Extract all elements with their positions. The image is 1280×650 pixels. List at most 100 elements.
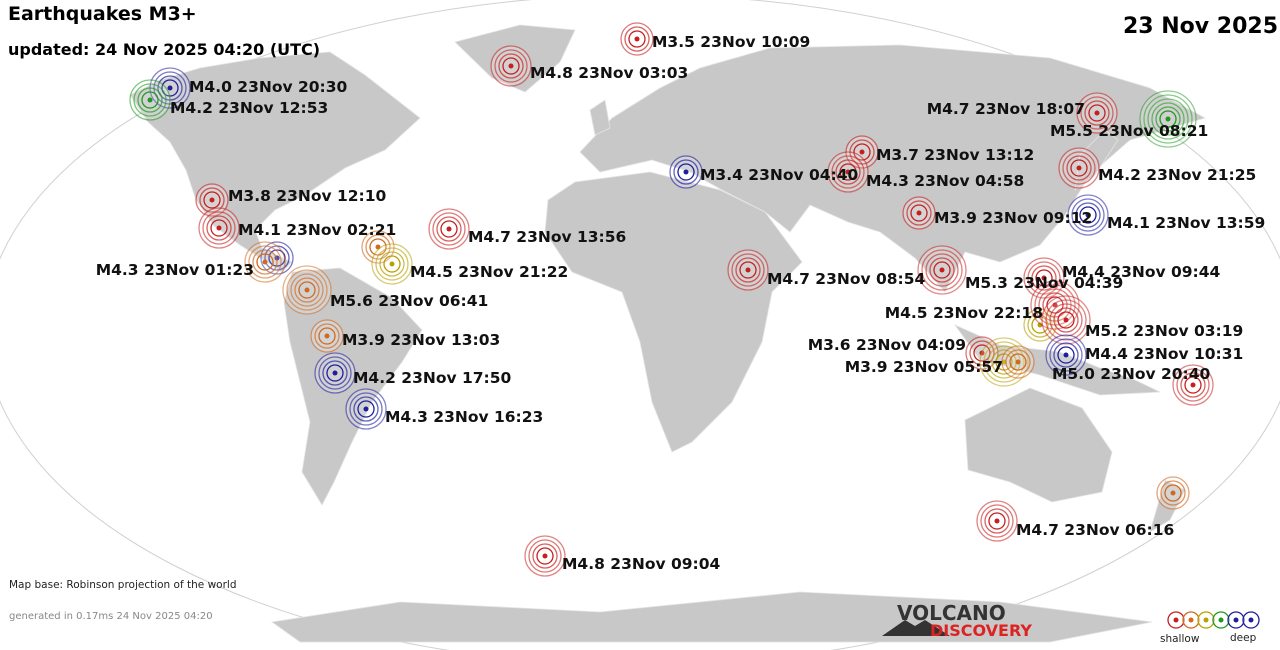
marker-ring: [1049, 338, 1083, 372]
quake-label: M4.3 23Nov 01:23: [96, 261, 254, 279]
marker-center: [363, 406, 369, 412]
marker-ring: [1088, 104, 1106, 122]
marker-ring: [1031, 265, 1057, 291]
quake-marker: [727, 249, 769, 291]
marker-ring: [286, 269, 328, 311]
marker-center: [1165, 116, 1171, 122]
marker-center: [304, 287, 310, 293]
quake-label: M3.4 23Nov 04:40: [700, 166, 859, 184]
quake-label: M4.0 23Nov 20:30: [189, 78, 348, 96]
marker-ring: [1079, 206, 1097, 224]
marker-ring: [1005, 349, 1031, 375]
quake-marker: [976, 500, 1018, 542]
marker-ring: [318, 327, 336, 345]
marker-ring: [536, 547, 554, 565]
quake-label: M4.4 23Nov 10:31: [1085, 345, 1243, 363]
quake-label: M5.6 23Nov 06:41: [330, 292, 488, 310]
marker-ring: [1176, 368, 1210, 402]
quake-marker: [282, 265, 332, 315]
marker-center: [1076, 165, 1082, 171]
marker-center: [1233, 617, 1239, 623]
quake-marker: [1045, 334, 1087, 376]
quake-marker: [1182, 611, 1200, 629]
marker-ring: [677, 163, 695, 181]
quake-marker: [1156, 476, 1190, 510]
marker-center: [1188, 617, 1194, 623]
marker-ring: [1049, 303, 1083, 337]
quake-label: M4.7 23Nov 06:16: [1016, 521, 1174, 539]
marker-ring: [1071, 198, 1105, 232]
marker-ring: [731, 253, 765, 287]
marker-ring: [1084, 100, 1110, 126]
marker-ring: [252, 249, 278, 275]
marker-ring: [318, 356, 352, 390]
marker-ring: [528, 539, 562, 573]
marker-ring: [1080, 96, 1114, 130]
marker-ring: [322, 360, 348, 386]
quake-label: M4.1 23Nov 13:59: [1107, 214, 1265, 232]
marker-center: [389, 261, 395, 267]
marker-center: [1248, 617, 1254, 623]
marker-ring: [365, 234, 391, 260]
marker-center: [216, 225, 222, 231]
quake-marker: [1197, 611, 1215, 629]
logo-top: VOLCANO: [897, 601, 1006, 625]
marker-ring: [1160, 480, 1186, 506]
quake-marker: [902, 196, 936, 230]
marker-ring: [248, 245, 282, 279]
legend-shallow: shallow: [1160, 633, 1200, 645]
quake-marker: [129, 79, 171, 121]
marker-center: [332, 370, 338, 376]
marker-ring: [1053, 307, 1079, 333]
quake-marker: [345, 388, 387, 430]
marker-center: [994, 518, 1000, 524]
quake-layer: M4.0 23Nov 20:30 M4.2 23Nov 12:53 M3.5 23N…: [96, 22, 1265, 577]
marker-ring: [1143, 94, 1193, 144]
marker-ring: [735, 257, 761, 283]
quake-marker: [371, 243, 413, 285]
updated: updated: 24 Nov 2025 04:20 (UTC): [8, 40, 320, 59]
quake-marker: [620, 22, 654, 56]
marker-ring: [921, 249, 963, 291]
generated: generated in 0.17ms 24 Nov 2025 04:20: [9, 611, 213, 622]
marker-center: [634, 36, 640, 42]
quake-marker: [490, 45, 532, 87]
marker-center: [1218, 617, 1224, 623]
marker-ring: [1031, 316, 1049, 334]
marker-center: [167, 85, 173, 91]
marker-ring: [379, 251, 405, 277]
marker-ring: [383, 255, 401, 273]
marker-ring: [628, 30, 646, 48]
marker-ring: [349, 392, 383, 426]
marker-ring: [739, 261, 757, 279]
marker-center: [859, 149, 865, 155]
legend-deep: deep: [1230, 632, 1257, 644]
marker-center: [446, 226, 452, 232]
marker-ring: [436, 216, 462, 242]
marker-ring: [256, 253, 274, 271]
quake-marker: [1058, 147, 1100, 189]
marker-ring: [294, 277, 320, 303]
quake-marker: [1242, 611, 1260, 629]
marker-ring: [1045, 299, 1087, 341]
marker-ring: [290, 273, 324, 307]
quake-marker: [1001, 345, 1035, 379]
quake-label: M5.2 23Nov 03:19: [1085, 322, 1243, 340]
marker-ring: [133, 83, 167, 117]
marker-ring: [980, 504, 1014, 538]
marker-ring: [1151, 102, 1185, 136]
marker-ring: [1155, 106, 1181, 132]
quake-label: M4.5 23Nov 22:18: [885, 304, 1043, 322]
marker-center: [1041, 275, 1047, 281]
marker-ring: [1057, 311, 1075, 329]
quake-label: M3.9 23Nov 13:03: [342, 331, 500, 349]
date: 23 Nov 2025: [1123, 14, 1278, 39]
marker-ring: [1184, 376, 1202, 394]
legend: shallow deep: [1160, 611, 1260, 645]
quake-label: M4.1 23Nov 02:21: [238, 221, 396, 239]
marker-center: [1085, 212, 1091, 218]
marker-center: [1063, 352, 1069, 358]
uk: [589, 99, 611, 136]
map-base: Map base: Robinson projection of the wor…: [9, 579, 237, 591]
